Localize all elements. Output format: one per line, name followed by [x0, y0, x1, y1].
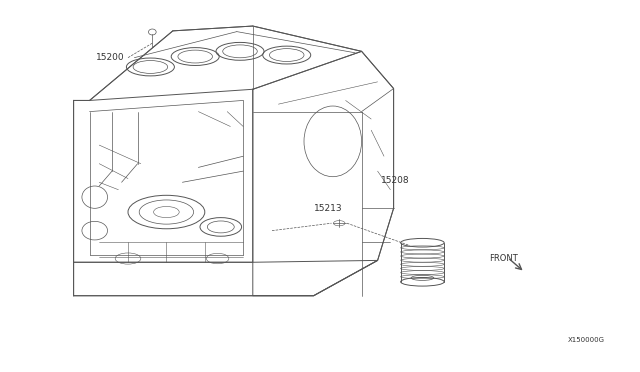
- Text: 15213: 15213: [314, 204, 342, 213]
- Text: FRONT: FRONT: [490, 254, 518, 263]
- Text: 15208: 15208: [381, 176, 410, 185]
- Text: 15200: 15200: [96, 53, 125, 62]
- Text: X150000G: X150000G: [568, 337, 605, 343]
